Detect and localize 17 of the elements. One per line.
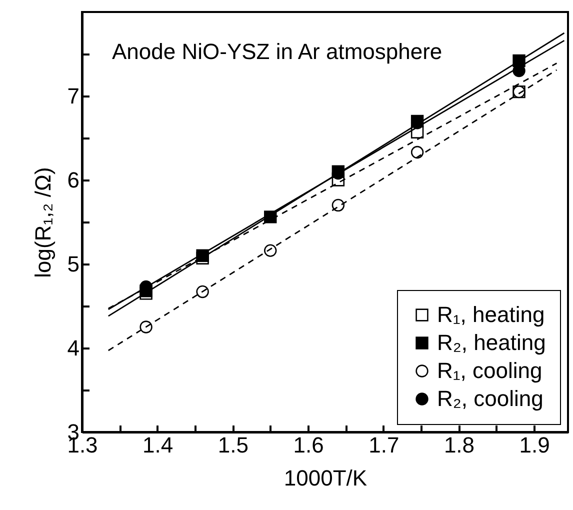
legend-label: R₂, cooling bbox=[437, 386, 544, 411]
x-tick-label: 1.8 bbox=[444, 432, 475, 458]
y-tick-label: 4 bbox=[67, 336, 80, 360]
text: Anode NiO-YSZ in Ar atmosphere bbox=[112, 39, 442, 64]
y-tick-label: 6 bbox=[67, 168, 80, 192]
x-tick-label: 1.7 bbox=[368, 432, 400, 458]
legend-label: R₂, heating bbox=[437, 330, 546, 355]
legend-label: R₁, cooling bbox=[437, 358, 542, 383]
legend-label: R₁, heating bbox=[437, 302, 545, 327]
x-tick-label: 1.6 bbox=[293, 432, 324, 458]
x-tick-label: 1.9 bbox=[519, 432, 550, 458]
y-axis-title: log(R₁,₂ /Ω) bbox=[30, 167, 56, 278]
x-tick-label: 1.5 bbox=[218, 432, 248, 458]
y-tick-label: 5 bbox=[67, 252, 80, 276]
y-tick-label: 7 bbox=[67, 84, 80, 108]
x-tick-label: 1.4 bbox=[142, 432, 174, 458]
x-axis-title: 1000T/K bbox=[284, 466, 368, 490]
